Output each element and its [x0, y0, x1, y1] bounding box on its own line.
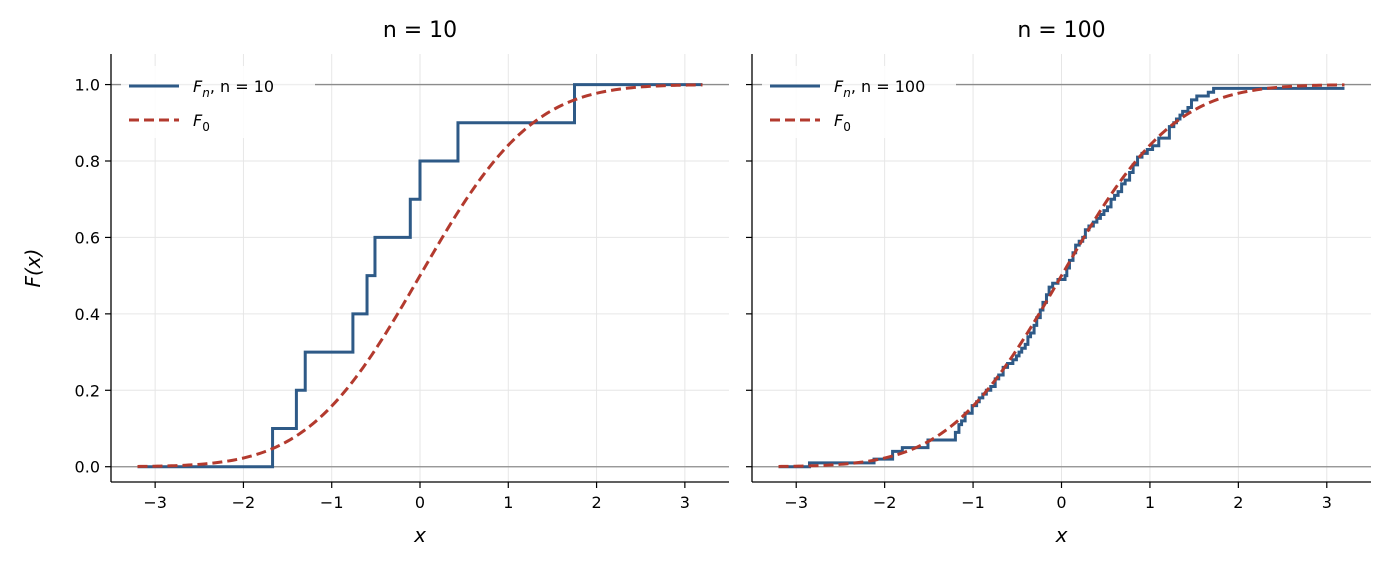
x-tick-label: 3 [680, 493, 690, 512]
panel-n-10: −3 −2 −1 0 1 2 3 0.0 0.2 0.4 0.6 0.8 1.0 n = 10 x F(x) F… [21, 18, 729, 547]
x-tick-label: 2 [591, 493, 601, 512]
y-tick-label: 0.2 [75, 381, 100, 400]
chart-title: n = 10 [383, 18, 457, 43]
legend-sub: 0 [843, 120, 851, 134]
legend-sub: 0 [202, 120, 210, 134]
x-tick-label: 2 [1233, 493, 1243, 512]
x-tick-label: −2 [873, 493, 897, 512]
x-axis-label: x [1055, 523, 1068, 547]
x-tick-label: 3 [1322, 493, 1332, 512]
ecdf-line [778, 86, 1345, 469]
x-tick-label: −1 [320, 493, 344, 512]
normal-cdf-line [137, 83, 703, 468]
y-tick-label: 0.0 [75, 458, 100, 477]
legend-main: F [834, 77, 844, 96]
legend-sub: n [202, 86, 210, 100]
y-tick-label: 0.4 [75, 305, 100, 324]
x-tick-label: 1 [503, 493, 513, 512]
legend-box [121, 66, 315, 138]
legend-tail: , n = 10 [210, 77, 274, 96]
legend-entry: F0 [193, 111, 210, 134]
x-tick-label: −2 [232, 493, 256, 512]
legend-tail: , n = 100 [851, 77, 925, 96]
y-tick-label: 0.8 [75, 152, 100, 171]
x-tick-label: −3 [784, 493, 808, 512]
normal-cdf-line [778, 83, 1345, 468]
legend-entry: F0 [834, 111, 851, 134]
x-tick-label: −1 [961, 493, 985, 512]
y-axis-label: F(x) [21, 249, 45, 288]
y-tick-label: 1.0 [75, 76, 100, 95]
legend-box [762, 66, 956, 138]
y-tick-label: 0.6 [75, 228, 100, 247]
legend-entry: Fn, n = 100 [834, 77, 925, 100]
x-tick-label: 0 [415, 493, 425, 512]
legend-main: F [193, 111, 203, 130]
x-axis-label: x [413, 523, 426, 547]
legend-main: F [193, 77, 203, 96]
x-tick-label: 0 [1056, 493, 1066, 512]
legend-main: F [834, 111, 844, 130]
chart-title: n = 100 [1017, 18, 1105, 43]
ecdf-line [137, 83, 703, 469]
x-tick-label: 1 [1145, 493, 1155, 512]
legend-sub: n [843, 86, 851, 100]
x-tick-label: −3 [143, 493, 167, 512]
legend-entry: Fn, n = 10 [193, 77, 274, 100]
